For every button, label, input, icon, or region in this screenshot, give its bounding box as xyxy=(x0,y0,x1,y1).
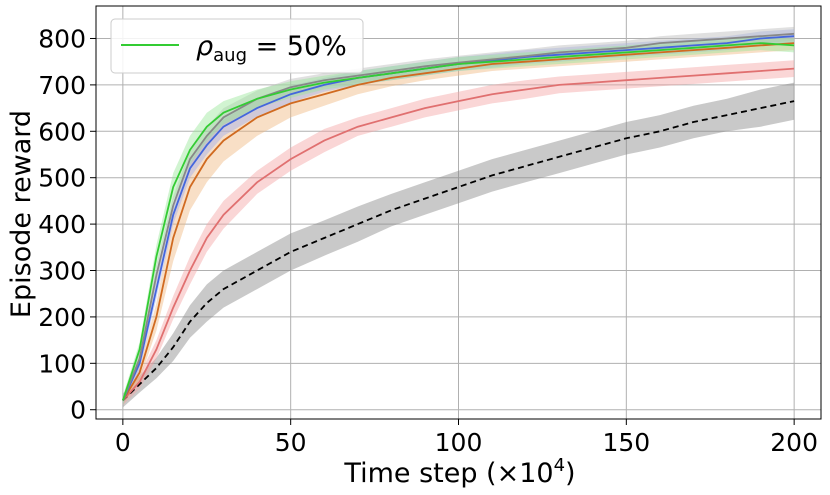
legend-label: ρaug = 50% xyxy=(196,31,347,66)
y-tick-label: 700 xyxy=(38,71,86,100)
x-tick-label: 0 xyxy=(115,428,131,457)
line-variant-green xyxy=(122,42,795,401)
legend: ρaug = 50% xyxy=(110,18,364,74)
y-tick-label: 600 xyxy=(38,117,86,146)
y-tick-label: 400 xyxy=(38,210,86,239)
y-tick-label: 100 xyxy=(38,349,86,378)
x-axis-label: Time step (×104) xyxy=(343,455,575,489)
line-variant-orange xyxy=(122,42,795,401)
line-variant-gray xyxy=(122,32,795,401)
x-tick-label: 150 xyxy=(602,428,650,457)
y-tick-label: 200 xyxy=(38,303,86,332)
legend-box xyxy=(110,18,364,74)
y-tick-label: 0 xyxy=(70,396,86,425)
x-tick-label: 200 xyxy=(770,428,818,457)
line-variant-red xyxy=(122,67,795,402)
line-baseline xyxy=(122,100,795,402)
x-tick-labels: 0 50 100 150 200 xyxy=(115,419,818,457)
y-tick-label: 500 xyxy=(38,164,86,193)
x-tick-label: 100 xyxy=(435,428,483,457)
series-lines xyxy=(122,32,795,402)
y-axis-label: Episode reward xyxy=(6,110,37,318)
y-tick-labels: 0 100 200 300 400 500 600 700 800 xyxy=(38,24,96,425)
y-tick-label: 300 xyxy=(38,257,86,286)
y-tick-label: 800 xyxy=(38,24,86,53)
x-tick-label: 50 xyxy=(275,428,307,457)
grid-lines xyxy=(96,6,821,419)
